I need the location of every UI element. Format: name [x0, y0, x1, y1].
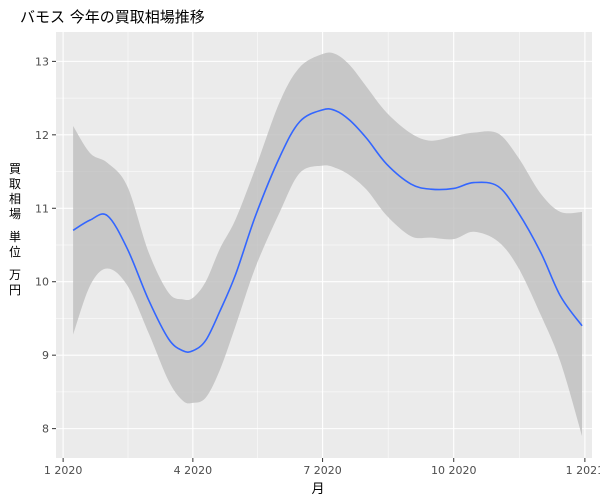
- x-axis: 1 2020 4 2020 7 2020 10 2020 1 2021: [44, 458, 600, 477]
- y-tick-label: 9: [42, 349, 49, 362]
- x-tick-label: 1 2020: [44, 464, 83, 477]
- trend-line: [72, 108, 583, 353]
- y-axis-label-char: 場: [8, 207, 21, 221]
- y-axis: 8 9 10 11 12 13: [35, 55, 56, 436]
- y-axis-label-char: 取: [8, 177, 21, 191]
- y-tick-label: 13: [35, 55, 49, 68]
- x-tick-label: 10 2020: [431, 464, 477, 477]
- x-tick-label: 1 2021: [566, 464, 600, 477]
- y-axis-label-gap: [2, 222, 28, 230]
- y-tick-label: 12: [35, 129, 49, 142]
- confidence-ribbon: [73, 52, 583, 436]
- x-tick-label: 4 2020: [174, 464, 213, 477]
- x-tick-label: 7 2020: [303, 464, 342, 477]
- y-axis-label-char: 円: [8, 283, 21, 297]
- y-axis-label-char: 買: [8, 162, 21, 176]
- y-axis-label-char: 位: [8, 245, 21, 259]
- y-axis-label-char: 相: [8, 192, 21, 206]
- y-tick-label: 11: [35, 202, 49, 215]
- x-axis-label: 月: [311, 482, 325, 497]
- y-tick-label: 8: [42, 423, 49, 436]
- y-tick-label: 10: [35, 276, 49, 289]
- y-axis-label-char: 万: [8, 268, 21, 282]
- y-axis-label-char: 単: [8, 230, 21, 244]
- y-axis-label: 買 取 相 場 単 位 万 円: [2, 162, 28, 298]
- chart-title: バモス 今年の買取相場推移: [20, 8, 205, 26]
- y-axis-label-gap: [2, 260, 28, 268]
